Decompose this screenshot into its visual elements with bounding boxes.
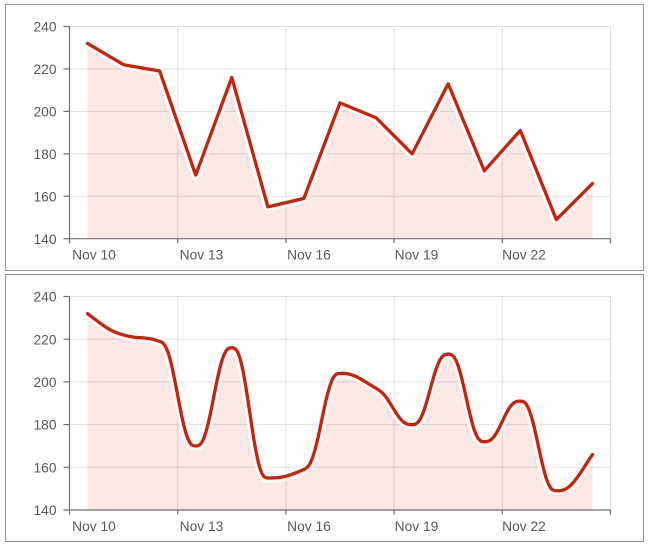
svg-text:Nov 22: Nov 22 [502,519,546,534]
svg-text:Nov 13: Nov 13 [180,519,224,534]
svg-text:Nov 19: Nov 19 [395,248,439,263]
svg-text:Nov 10: Nov 10 [72,248,116,263]
svg-text:220: 220 [33,332,56,347]
svg-text:160: 160 [33,189,56,204]
svg-text:200: 200 [33,375,56,390]
svg-text:Nov 16: Nov 16 [287,519,331,534]
svg-text:220: 220 [33,62,56,77]
svg-text:240: 240 [33,20,56,35]
svg-text:140: 140 [33,503,56,518]
svg-text:Nov 10: Nov 10 [72,519,116,534]
svg-text:140: 140 [33,232,56,247]
svg-text:Nov 19: Nov 19 [395,519,439,534]
svg-text:Nov 13: Nov 13 [180,248,224,263]
svg-text:Nov 16: Nov 16 [287,248,331,263]
svg-text:240: 240 [33,290,56,305]
svg-text:160: 160 [33,460,56,475]
svg-text:200: 200 [33,104,56,119]
svg-text:180: 180 [33,418,56,433]
svg-text:180: 180 [33,147,56,162]
svg-text:Nov 22: Nov 22 [502,248,546,263]
